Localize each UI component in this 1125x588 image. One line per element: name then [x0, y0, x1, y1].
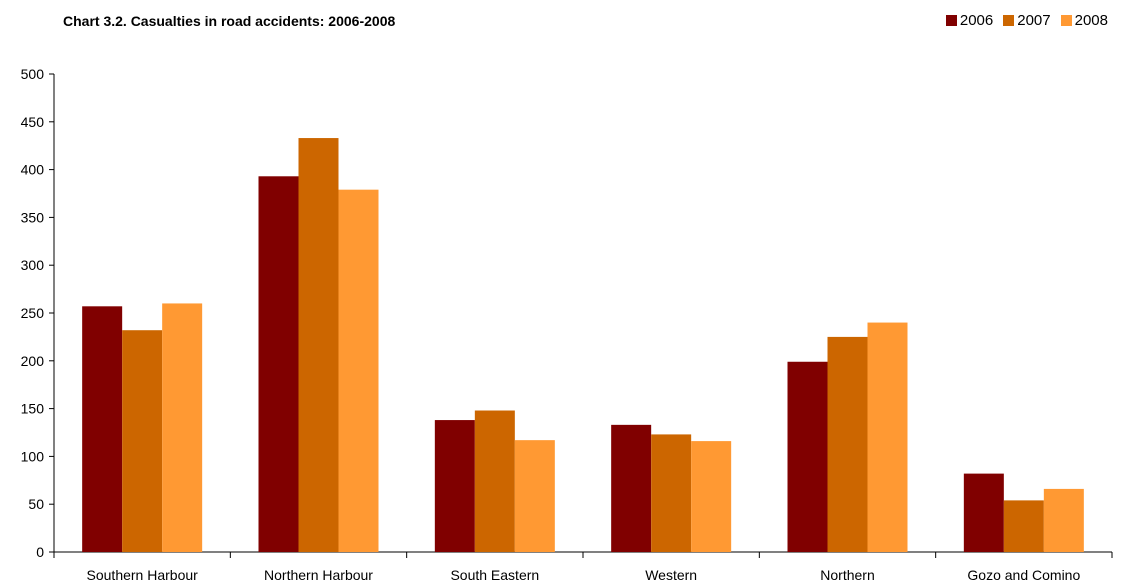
- bar-2006-south-eastern: [434, 420, 475, 552]
- bar-2008-southern-harbour: [162, 303, 203, 552]
- y-tick-label: 100: [21, 448, 45, 464]
- legend-label-2008: 2008: [1074, 12, 1108, 29]
- legend-item-2008: 2008: [1060, 12, 1108, 29]
- legend-swatch-2007: [1003, 15, 1015, 26]
- bar-2007-south-eastern: [474, 410, 515, 552]
- y-tick-label: 300: [21, 257, 45, 273]
- bar-2008-gozo-and-comino: [1043, 488, 1084, 552]
- bar-2006-western: [611, 424, 652, 552]
- bar-2008-northern-harbour: [338, 189, 379, 552]
- chart-title: Chart 3.2. Casualties in road accidents:…: [63, 13, 396, 29]
- bar-2008-western: [691, 441, 732, 552]
- y-tick-label: 350: [21, 209, 45, 225]
- y-tick-label: 200: [21, 353, 45, 369]
- x-tick-label: Southern Harbour: [87, 567, 199, 583]
- y-tick-label: 250: [21, 305, 45, 321]
- legend-swatch-2006: [945, 15, 957, 26]
- bar-2006-gozo-and-comino: [963, 473, 1004, 552]
- legend: 2006 2007 2008: [945, 12, 1108, 29]
- y-tick-label: 450: [21, 114, 45, 130]
- y-tick-label: 500: [21, 66, 45, 82]
- y-tick-label: 150: [21, 401, 45, 417]
- legend-swatch-2008: [1060, 15, 1072, 26]
- bar-2006-northern: [787, 361, 828, 552]
- y-tick-label: 50: [28, 496, 44, 512]
- x-tick-label: Western: [645, 567, 697, 583]
- y-tick-label: 400: [21, 162, 45, 178]
- x-tick-label: Gozo and Comino: [967, 567, 1080, 583]
- legend-item-2007: 2007: [1003, 12, 1051, 29]
- legend-item-2006: 2006: [945, 12, 994, 29]
- x-tick-label: Northern: [820, 567, 874, 583]
- bar-2008-south-eastern: [514, 440, 555, 552]
- bar-2006-northern-harbour: [258, 176, 299, 553]
- legend-label-2007: 2007: [1017, 12, 1051, 29]
- legend-label-2006: 2006: [959, 12, 994, 29]
- bar-2007-gozo-and-comino: [1003, 500, 1044, 552]
- bar-2007-northern-harbour: [298, 138, 339, 552]
- x-tick-label: Northern Harbour: [264, 567, 373, 583]
- bar-2006-southern-harbour: [82, 306, 123, 552]
- bar-2007-western: [651, 434, 692, 552]
- x-tick-label: South Eastern: [450, 567, 539, 583]
- y-tick-label: 0: [36, 544, 44, 560]
- bar-2008-northern: [867, 322, 908, 552]
- bar-2007-southern-harbour: [122, 330, 163, 552]
- bar-2007-northern: [827, 336, 868, 552]
